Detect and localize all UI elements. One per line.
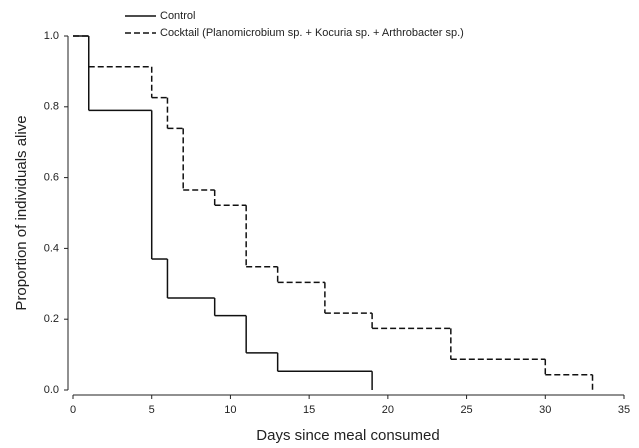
x-tick-label: 20 [382,404,394,416]
y-tick-label: 0.2 [44,313,59,325]
y-tick-label: 0.8 [44,101,59,113]
legend-label: Control [160,10,195,22]
y-tick-label: 0.0 [44,384,59,396]
legend-label: Cocktail (Planomicrobium sp. + Kocuria s… [160,27,464,39]
y-tick-label: 0.4 [44,242,59,254]
x-tick-label: 10 [224,404,236,416]
x-tick-label: 30 [539,404,551,416]
y-axis-label: Proportion of individuals alive [13,115,30,310]
x-tick-label: 5 [149,404,155,416]
x-tick-label: 35 [618,404,630,416]
x-tick-label: 15 [303,404,315,416]
x-axis-label: Days since meal consumed [256,427,439,444]
y-tick-label: 1.0 [44,30,59,42]
x-tick-label: 25 [460,404,472,416]
y-tick-label: 0.6 [44,172,59,184]
x-tick-label: 0 [70,404,76,416]
